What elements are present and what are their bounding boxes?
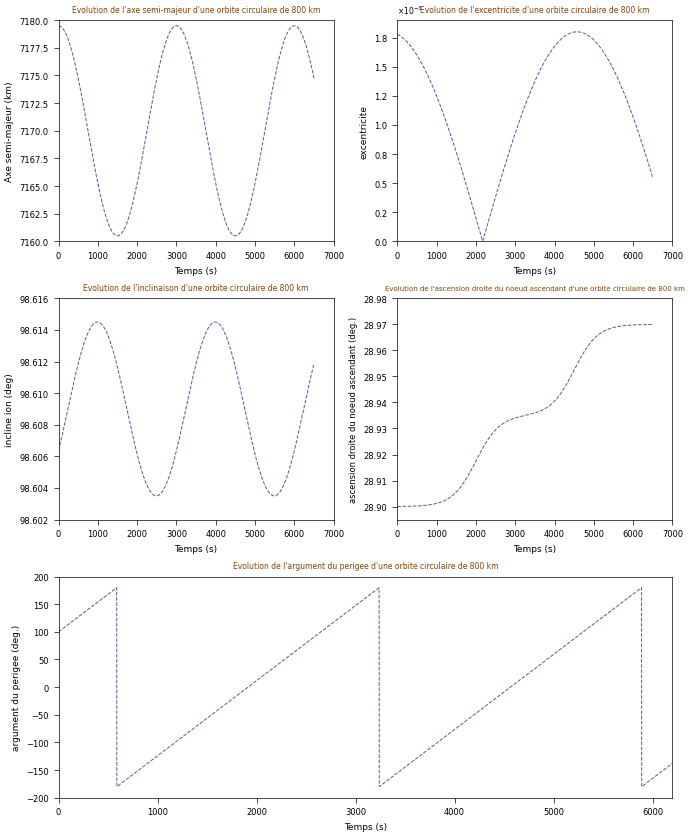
Title: Evolution de l'excentricite d'une orbite circulaire de 800 km: Evolution de l'excentricite d'une orbite…	[420, 6, 649, 15]
X-axis label: Temps (s): Temps (s)	[513, 267, 557, 275]
Title: Evolution de l'ascension droite du noeud ascendant d'une orbite circulaire de 80: Evolution de l'ascension droite du noeud…	[385, 286, 685, 292]
Title: Evolution de l'argument du perigee d'une orbite circulaire de 800 km: Evolution de l'argument du perigee d'une…	[233, 562, 498, 570]
Y-axis label: excentricite: excentricite	[360, 104, 369, 159]
Y-axis label: ascension droite du noeud ascendant (deg.): ascension droite du noeud ascendant (deg…	[350, 317, 358, 502]
Y-axis label: incline ion (deg): incline ion (deg)	[5, 373, 14, 446]
Y-axis label: argument du perigee (deg.): argument du perigee (deg.)	[12, 624, 21, 751]
X-axis label: Temps (s): Temps (s)	[175, 544, 217, 553]
Title: Evolution de l'axe semi-majeur d'une orbite circulaire de 800 km: Evolution de l'axe semi-majeur d'une orb…	[72, 6, 320, 15]
X-axis label: Temps (s): Temps (s)	[175, 267, 217, 275]
Title: Evolution de l'inclinaison d'une orbite circulaire de 800 km: Evolution de l'inclinaison d'une orbite …	[83, 283, 309, 293]
Text: $\times10^{-3}$: $\times10^{-3}$	[398, 4, 423, 17]
X-axis label: Temps (s): Temps (s)	[513, 544, 557, 553]
Y-axis label: Axe semi-majeur (km): Axe semi-majeur (km)	[5, 81, 14, 182]
X-axis label: Temps (s): Temps (s)	[344, 822, 387, 831]
